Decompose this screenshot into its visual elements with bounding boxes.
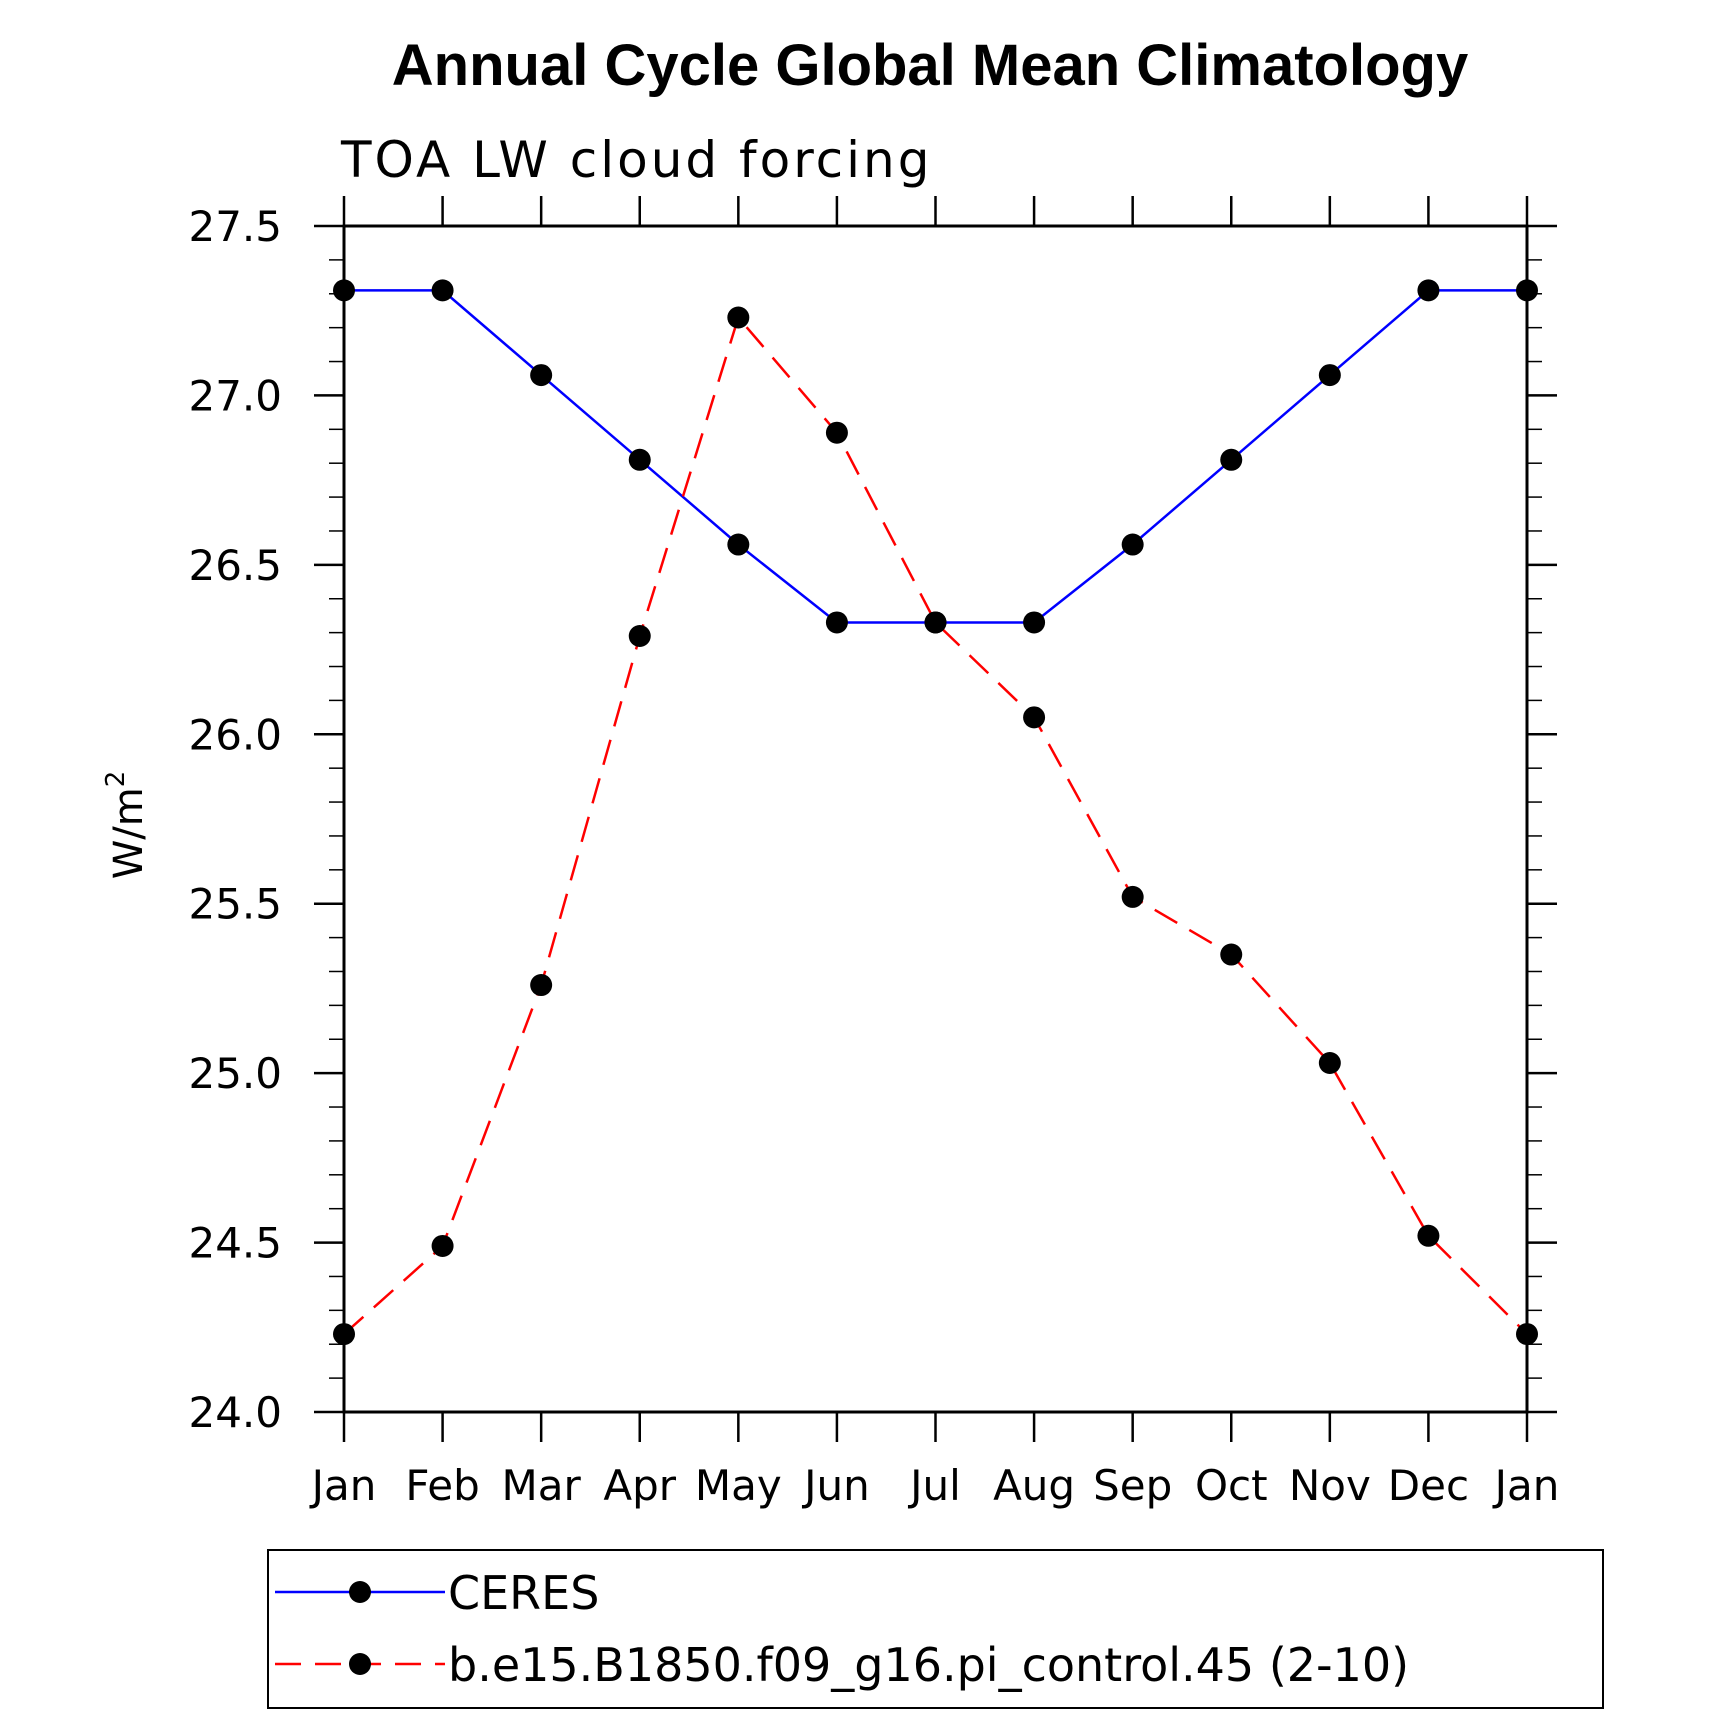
x-tick-label: Jan [1492, 1461, 1560, 1510]
y-tick-label: 27.5 [188, 202, 282, 251]
series-1-point [825, 421, 848, 444]
series-1-point [727, 306, 750, 329]
series-1-point [1318, 1051, 1341, 1074]
series-0-point [825, 611, 848, 634]
series-0-point [1023, 611, 1046, 634]
y-tick-label: 24.5 [188, 1219, 282, 1268]
x-tick-label: Apr [603, 1461, 676, 1510]
x-tick-label: Feb [405, 1461, 479, 1510]
plot-frame [342, 224, 1529, 1414]
series-0-point [1417, 279, 1440, 302]
x-ticks: Jan Feb Mar Apr May Jun Jul Aug Sep Oct Nov Dec Jan [309, 196, 1560, 1510]
x-tick-label: Oct [1195, 1461, 1268, 1510]
y-axis-label-text: W/m [106, 787, 152, 879]
series-1-point [333, 1323, 355, 1346]
legend-marker-model [349, 1653, 371, 1675]
y-tick-label: 26.0 [188, 710, 282, 759]
x-tick-label: Jan [309, 1461, 377, 1510]
series-0-point [628, 448, 651, 471]
series-0-point [1318, 364, 1341, 387]
series-0-point [1121, 533, 1144, 556]
legend: CERES b.e15.B1850.f09_g16.pi_control.45 … [267, 1549, 1604, 1709]
chart-subtitle: TOA LW cloud forcing [340, 131, 932, 189]
chart-title: Annual Cycle Global Mean Climatology [392, 33, 1468, 98]
x-tick-label: May [695, 1461, 782, 1510]
y-tick-label: 24.0 [188, 1388, 282, 1437]
series-0-point [333, 279, 355, 302]
series-1-point [628, 625, 651, 648]
legend-box [267, 1549, 1604, 1709]
series-1-point [1121, 885, 1144, 908]
y-tick-label: 25.0 [188, 1049, 282, 1098]
x-tick-label: Dec [1388, 1461, 1469, 1510]
series-line-1 [343, 314, 1528, 1336]
series-1-point [530, 974, 553, 997]
x-tick-label: Sep [1093, 1461, 1172, 1510]
series-0-point [727, 533, 750, 556]
legend-label-ceres: CERES [448, 1566, 599, 1620]
y-axis-label-superscript: 2 [101, 771, 131, 788]
series-0-point [1220, 448, 1243, 471]
x-tick-label: Aug [993, 1461, 1075, 1510]
y-tick-label: 26.5 [188, 541, 282, 590]
series-line-0 [344, 289, 1527, 624]
x-tick-label: Nov [1289, 1461, 1371, 1510]
y-ticks: 24.0 24.5 25.0 25.5 26.0 26.5 27.0 27.5 [188, 202, 1557, 1437]
series-layer [333, 279, 1538, 1346]
x-tick-label: Mar [502, 1461, 582, 1510]
series-0-point [431, 279, 454, 302]
legend-label-model: b.e15.B1850.f09_g16.pi_control.45 (2-10) [448, 1638, 1409, 1692]
series-0-point [530, 364, 553, 387]
x-tick-label: Jul [907, 1461, 961, 1510]
series-1-point [1516, 1323, 1538, 1346]
y-axis-label: W/m2 [101, 771, 152, 880]
x-tick-label: Jun [801, 1461, 870, 1510]
series-1-point [1023, 706, 1046, 729]
svg-text:W/m2: W/m2 [101, 771, 152, 880]
series-1-point [924, 611, 947, 634]
series-1-point [431, 1234, 454, 1257]
series-0-point [1516, 279, 1538, 302]
series-1-point [1220, 943, 1243, 966]
series-1-point [1417, 1224, 1440, 1247]
legend-marker-ceres [349, 1581, 371, 1603]
y-tick-label: 27.0 [188, 371, 282, 420]
y-tick-label: 25.5 [188, 880, 282, 929]
